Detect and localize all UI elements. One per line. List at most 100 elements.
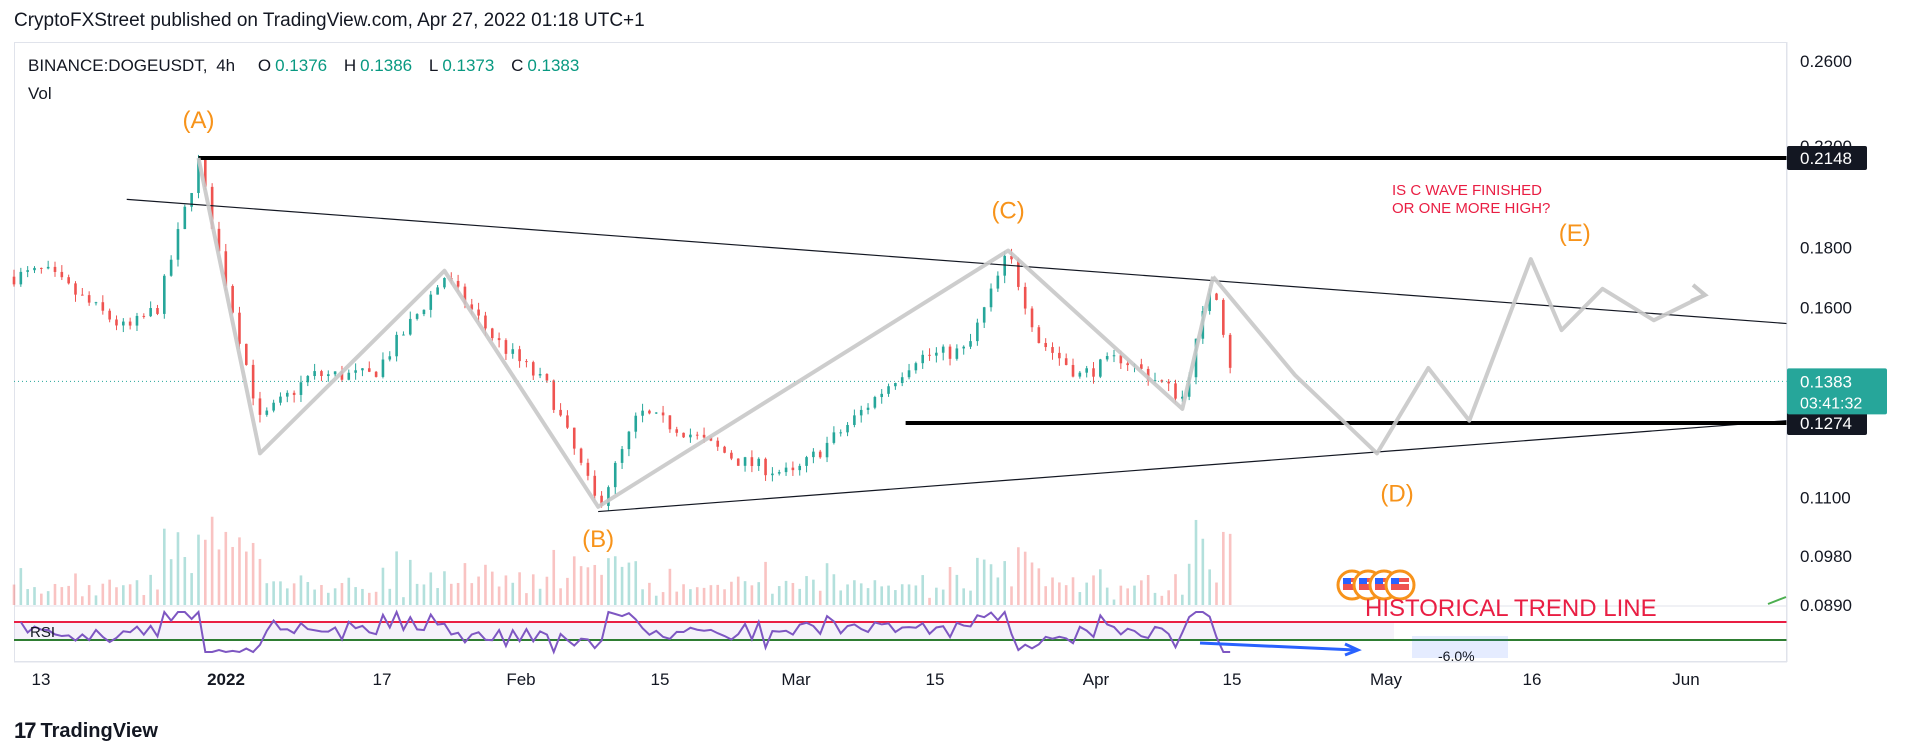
candle-body bbox=[668, 415, 672, 430]
wave-label-b: (B) bbox=[582, 526, 614, 553]
candle-body bbox=[866, 407, 870, 410]
tradingview-logo-icon: 17 bbox=[14, 718, 37, 743]
candle-body bbox=[572, 427, 576, 449]
candle-body bbox=[531, 362, 535, 376]
candle-body bbox=[163, 275, 166, 314]
green-arrow-segment bbox=[1767, 596, 1787, 605]
volume-bar bbox=[388, 588, 392, 605]
volume-bar bbox=[1126, 588, 1129, 605]
candle-body bbox=[429, 294, 433, 310]
volume-bar bbox=[1133, 585, 1136, 605]
volume-bar bbox=[333, 588, 337, 605]
volume-bar bbox=[40, 593, 43, 605]
volume-bar bbox=[1085, 582, 1088, 605]
volume-bar bbox=[531, 574, 535, 605]
volume-bar bbox=[593, 564, 597, 605]
volume-bar bbox=[320, 584, 323, 605]
symbol-name[interactable]: BINANCE:DOGEUSDT, 4h bbox=[28, 56, 236, 75]
candle-body bbox=[1222, 299, 1225, 335]
candle-body bbox=[81, 294, 84, 296]
candle-body bbox=[689, 434, 692, 438]
volume-indicator-label[interactable]: Vol bbox=[28, 84, 52, 103]
candle-body bbox=[326, 374, 330, 376]
candle-body bbox=[149, 308, 152, 317]
candle-body bbox=[702, 434, 706, 438]
wave-path-projection bbox=[1211, 257, 1706, 456]
time-axis-tick-label: Jun bbox=[1672, 670, 1699, 689]
candle-body bbox=[1003, 255, 1006, 276]
volume-bar bbox=[627, 562, 631, 605]
volume-bar bbox=[251, 542, 255, 605]
volume-bar bbox=[313, 589, 316, 605]
volume-bar bbox=[504, 575, 508, 605]
candle-body bbox=[204, 158, 207, 187]
volume-bar bbox=[1187, 563, 1191, 605]
volume-bar bbox=[730, 581, 733, 605]
volume-bar bbox=[340, 583, 344, 605]
candle-body bbox=[197, 158, 200, 193]
volume-bar bbox=[1222, 531, 1225, 605]
candle-body bbox=[1140, 364, 1143, 369]
candle-body bbox=[935, 352, 938, 356]
candle-body bbox=[552, 380, 556, 410]
volume-bar bbox=[600, 574, 603, 605]
candle-body bbox=[962, 346, 965, 349]
candle-body bbox=[709, 437, 713, 441]
price-axis-tick-label: 0.2600 bbox=[1800, 52, 1852, 71]
volume-bar bbox=[1174, 574, 1177, 605]
candle-body bbox=[388, 356, 392, 360]
volume-bar bbox=[463, 563, 467, 605]
volume-bar bbox=[149, 574, 152, 605]
candle-body bbox=[600, 495, 603, 506]
candle-body bbox=[1017, 259, 1020, 287]
time-axis-tick-label: 13 bbox=[32, 670, 51, 689]
candle-body bbox=[750, 457, 754, 467]
candle-body bbox=[654, 412, 658, 414]
volume-bar bbox=[702, 587, 706, 605]
volume-bar bbox=[33, 587, 36, 605]
candle-body bbox=[1167, 381, 1170, 384]
candle-body bbox=[122, 321, 125, 326]
volume-bar bbox=[928, 597, 931, 605]
volume-bar bbox=[224, 531, 228, 605]
candle-body bbox=[251, 364, 255, 399]
volume-bar bbox=[941, 589, 945, 605]
candle-body bbox=[812, 451, 815, 458]
volume-bar bbox=[873, 580, 877, 605]
candle-body bbox=[210, 186, 214, 229]
candle-body bbox=[272, 402, 275, 411]
volume-bar bbox=[429, 572, 433, 605]
candle-body bbox=[190, 192, 193, 207]
candle-body bbox=[1153, 380, 1157, 382]
volume-bar bbox=[654, 595, 658, 605]
price-axis-tick-label: 0.1800 bbox=[1800, 239, 1852, 258]
projection-arrow-icon bbox=[1690, 283, 1709, 303]
time-axis-tick-label: 15 bbox=[1223, 670, 1242, 689]
candle-body bbox=[730, 452, 733, 459]
candle-body bbox=[238, 312, 241, 344]
tradingview-footer[interactable]: 17 TradingView bbox=[14, 718, 158, 744]
candle-body bbox=[169, 259, 173, 276]
volume-bar bbox=[812, 579, 815, 605]
candle-body bbox=[285, 392, 289, 397]
wave-question-note: OR ONE MORE HIGH? bbox=[1392, 200, 1550, 217]
volume-bar bbox=[347, 577, 351, 605]
volume-bar bbox=[1010, 586, 1013, 605]
volume-bar bbox=[1044, 586, 1047, 605]
volume-bar bbox=[1078, 592, 1082, 605]
volume-bar bbox=[74, 573, 77, 605]
candle-body bbox=[1064, 358, 1068, 365]
volume-bar bbox=[238, 537, 241, 605]
candle-body bbox=[853, 415, 856, 425]
volume-bar bbox=[128, 584, 132, 605]
volume-bar bbox=[784, 580, 788, 605]
candle-body bbox=[1010, 255, 1013, 260]
volume-bar bbox=[798, 588, 802, 605]
candle-body bbox=[648, 410, 651, 414]
candle-body bbox=[477, 309, 480, 316]
volume-bar bbox=[183, 557, 187, 605]
candle-body bbox=[743, 457, 747, 466]
volume-bar bbox=[1105, 587, 1109, 605]
